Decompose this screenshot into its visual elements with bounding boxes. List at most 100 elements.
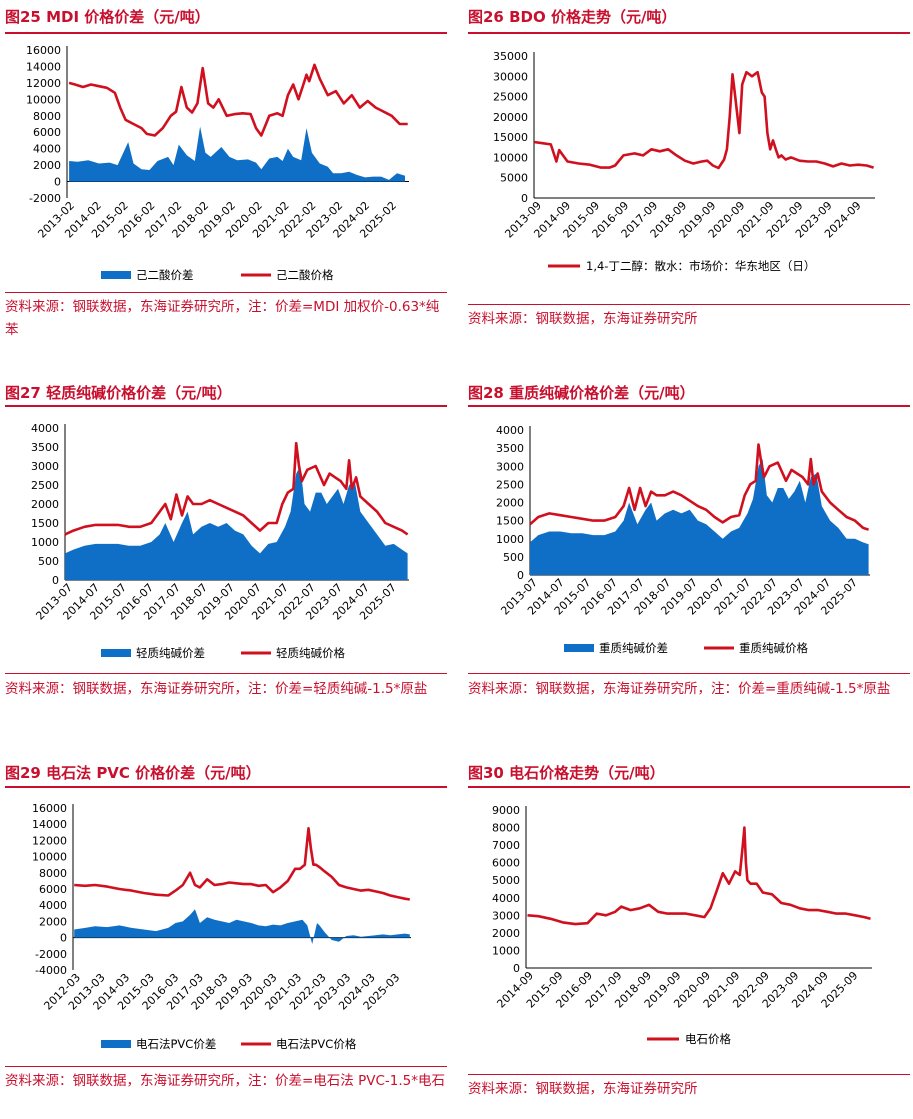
- legend-swatch-area: [101, 271, 131, 279]
- y-tick-label: 4000: [31, 422, 59, 435]
- source-rule: [468, 304, 910, 305]
- y-tick-label: 500: [503, 551, 524, 564]
- y-tick-label: 30000: [493, 70, 528, 83]
- source-rule: [468, 673, 910, 674]
- y-tick-label: 12000: [26, 77, 61, 90]
- series-line: [64, 441, 409, 536]
- panel-fig26: 图26 BDO 价格走势（元/吨） 35000 30000 25000 20000 15…: [468, 6, 910, 376]
- panel-fig29: 图29 电石法 PVC 价格价差（元/吨） 16000 14000 12000 100…: [5, 762, 447, 1117]
- legend-swatch-area: [564, 644, 594, 652]
- legend-label: 轻质纯碱价差: [136, 646, 205, 660]
- title-rule: [5, 786, 447, 788]
- y-tick-label: 6000: [492, 857, 520, 870]
- y-tick-label: 3500: [31, 441, 59, 454]
- y-tick-label: 16000: [26, 44, 61, 57]
- source-note: 资料来源：钢联数据，东海证券研究所: [468, 1081, 698, 1097]
- chart-fig27: 400035003000250020001500100050002013-072…: [31, 422, 409, 660]
- series-line: [529, 443, 870, 531]
- y-tick-label: 7000: [492, 839, 520, 852]
- chart-fig29: 16000 14000 12000 10000 8000 6000 4000 2000 0 -20…: [32, 802, 411, 1051]
- series-line: [527, 826, 871, 926]
- y-tick-label: 4000: [33, 143, 61, 156]
- chart-fig28: 400035003000250020001500100050002013-072…: [496, 424, 870, 655]
- y-tick-label: 3000: [496, 460, 524, 473]
- y-tick-label: 2500: [31, 479, 59, 492]
- legend-swatch-area: [101, 1040, 131, 1048]
- y-tick-label: 1500: [496, 515, 524, 528]
- chart-title: 图26 BDO 价格走势（元/吨）: [468, 8, 677, 26]
- y-tick-label: 1500: [31, 517, 59, 530]
- chart-fig26: 350003000025000200001500010000500002013-…: [493, 50, 875, 273]
- source-note: 资料来源：钢联数据，东海证券研究所，注：价差=MDI 加权价-0.63*纯苯: [5, 299, 440, 338]
- y-tick-label: -4000: [35, 964, 67, 977]
- y-tick-label: 10000: [493, 151, 528, 164]
- y-tick-label: 14000: [32, 818, 67, 831]
- y-tick-label: 0: [513, 962, 520, 975]
- legend-label: 重质纯碱价差: [599, 641, 668, 655]
- y-tick-label: -2000: [29, 192, 61, 205]
- y-tick-label: 2000: [39, 915, 67, 928]
- y-tick-label: 5000: [492, 874, 520, 887]
- y-tick-label: 14000: [26, 60, 61, 73]
- y-tick-label: 0: [60, 932, 67, 945]
- series-area: [74, 909, 410, 945]
- chart-title: 图28 重质纯碱价格价差（元/吨）: [468, 384, 695, 402]
- title-rule: [5, 32, 447, 34]
- y-tick-label: 20000: [493, 111, 528, 124]
- legend-label: 电石法PVC价格: [276, 1037, 357, 1051]
- panel-fig27: 图27 轻质纯碱价格价差（元/吨） 4000 3500 3000 2500 2000 15…: [5, 382, 447, 742]
- y-tick-label: 6000: [33, 126, 61, 139]
- y-tick-label: 1000: [31, 536, 59, 549]
- legend-label: 重质纯碱价格: [739, 641, 808, 655]
- chart-title: 图25 MDI 价格价差（元/吨）: [5, 8, 210, 26]
- y-tick-label: 8000: [39, 867, 67, 880]
- series-line: [533, 70, 874, 170]
- title-rule: [468, 405, 910, 407]
- y-tick-label: 2500: [496, 478, 524, 491]
- legend-label: 轻质纯碱价格: [276, 646, 345, 660]
- y-tick-label: 8000: [33, 110, 61, 123]
- y-tick-label: 3000: [492, 909, 520, 922]
- source-note: 资料来源：钢联数据，东海证券研究所，注：价差=重质纯碱-1.5*原盐: [468, 681, 891, 697]
- y-tick-label: 4000: [496, 424, 524, 437]
- source-rule: [5, 292, 447, 293]
- series-area: [69, 126, 405, 182]
- series-area: [530, 459, 869, 575]
- y-tick-label: 9000: [492, 804, 520, 817]
- y-tick-label: 12000: [32, 834, 67, 847]
- y-tick-label: 10000: [26, 93, 61, 106]
- source-note: 资料来源：钢联数据，东海证券研究所，注：价差=电石法 PVC-1.5*电石: [5, 1073, 445, 1089]
- y-tick-label: 8000: [492, 822, 520, 835]
- title-rule: [468, 786, 910, 788]
- y-tick-label: 2000: [492, 927, 520, 940]
- y-tick-label: 2000: [31, 498, 59, 511]
- legend-label: 电石价格: [685, 1032, 731, 1046]
- title-rule: [5, 405, 447, 407]
- source-note: 资料来源：钢联数据，东海证券研究所，注：价差=轻质纯碱-1.5*原盐: [5, 681, 428, 697]
- source-rule: [5, 673, 447, 674]
- y-tick-label: 3000: [31, 460, 59, 473]
- panel-fig28: 图28 重质纯碱价格价差（元/吨） 4000 3500 3000 2500 2000 15…: [468, 382, 910, 742]
- y-tick-label: 1000: [492, 944, 520, 957]
- legend-label: 1,4-丁二醇：散水：市场价：华东地区（日）: [586, 259, 815, 273]
- y-tick-label: 0: [521, 192, 528, 205]
- y-tick-label: 5000: [500, 172, 528, 185]
- series-area: [65, 466, 408, 580]
- y-tick-label: 0: [52, 574, 59, 587]
- series-line: [74, 827, 411, 901]
- source-rule: [5, 1066, 447, 1067]
- legend-label: 己二酸价差: [136, 268, 194, 282]
- y-tick-label: 16000: [32, 802, 67, 815]
- y-tick-label: 35000: [493, 50, 528, 63]
- y-tick-label: 2000: [496, 497, 524, 510]
- legend-label: 电石法PVC价差: [136, 1037, 216, 1051]
- panel-fig30: 图30 电石价格走势（元/吨） 9000 8000 7000 6000 5000 4000…: [468, 762, 910, 1117]
- y-tick-label: 4000: [39, 899, 67, 912]
- chart-fig30: 9000800070006000500040003000200010000201…: [492, 804, 872, 1046]
- y-tick-label: 1000: [496, 533, 524, 546]
- y-tick-label: 6000: [39, 883, 67, 896]
- source-note: 资料来源：钢联数据，东海证券研究所: [468, 311, 698, 327]
- title-rule: [468, 32, 910, 34]
- chart-title: 图29 电石法 PVC 价格价差（元/吨）: [5, 764, 261, 782]
- y-tick-label: -2000: [35, 948, 67, 961]
